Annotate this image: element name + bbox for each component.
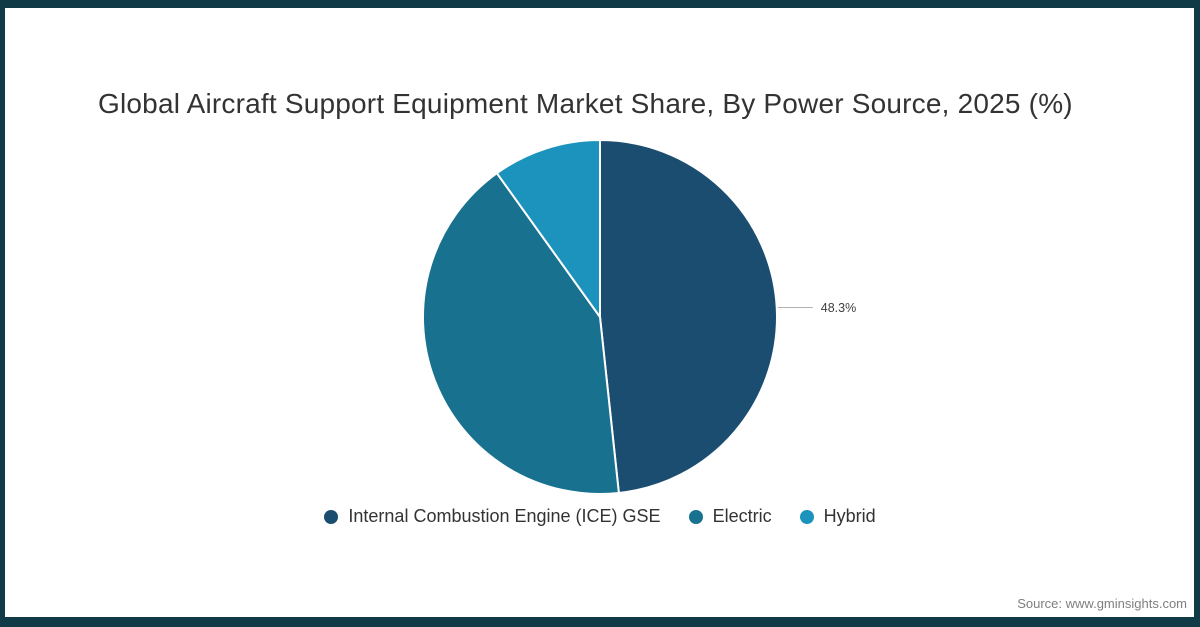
legend-item-hybrid: Hybrid [799,506,876,527]
chart-title: Global Aircraft Support Equipment Market… [98,88,1073,119]
legend-label-hybrid: Hybrid [823,506,876,526]
legend-swatch-electric-icon [688,509,703,524]
data-label: 48.3% [821,301,856,315]
legend: Internal Combustion Engine (ICE) GSE Ele… [0,506,1200,527]
pie-slice-electric [422,172,620,495]
legend-swatch-hybrid-icon [799,509,814,524]
legend-swatch-ice-gse-icon [324,509,339,524]
source-note: Source: www.gminsights.com [1017,596,1187,611]
legend-label-electric: Electric [712,506,772,526]
pie-slice-hybrid [495,139,601,318]
legend-item-ice-gse: Internal Combustion Engine (ICE) GSE [324,506,661,527]
pie-slice-internal-combustion-engine-ice-gse [599,139,778,494]
legend-item-electric: Electric [688,506,772,527]
legend-label-ice-gse: Internal Combustion Engine (ICE) GSE [348,506,661,526]
